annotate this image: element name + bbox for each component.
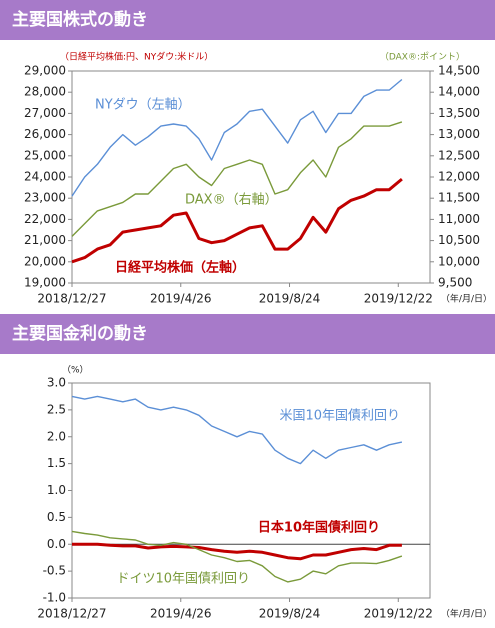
- y2-tick-label: 12,000: [438, 170, 480, 184]
- x-unit: （年/月/日）: [441, 293, 492, 305]
- y2-tick-label: 11,500: [438, 191, 480, 205]
- y-tick-label: 26,000: [24, 127, 66, 141]
- series-label: 日本10年国債利回り: [258, 520, 380, 536]
- series-line: [72, 542, 402, 561]
- series-label: DAX®（右軸）: [185, 193, 278, 208]
- y-tick-label: 20,000: [24, 254, 66, 268]
- y2-tick-label: 14,000: [438, 85, 480, 99]
- y-tick-label: 3.0: [47, 376, 66, 390]
- series-line: [71, 530, 403, 583]
- y-tick-label: 19,000: [24, 276, 66, 290]
- y-tick-label: 28,000: [24, 85, 66, 99]
- y-tick-label: -0.5: [43, 564, 66, 578]
- y2-tick-label: 11,000: [438, 212, 480, 226]
- y-tick-label: 23,000: [24, 191, 66, 205]
- series-label: 日経平均株価（左軸）: [115, 260, 245, 276]
- y2-tick-label: 14,500: [438, 64, 480, 78]
- x-tick-label: 2018/12/27: [37, 607, 106, 621]
- y-tick-label: 2.5: [47, 402, 66, 416]
- y-tick-label: 2.0: [47, 429, 66, 443]
- series-label: 米国10年国債利回り: [279, 409, 400, 424]
- series-line: [71, 78, 403, 197]
- chart-title: 主要国株式の動き: [12, 9, 148, 30]
- y-tick-label: 27,000: [24, 106, 66, 120]
- y-tick-label: 21,000: [24, 233, 66, 247]
- x-tick-label: 2019/8/24: [259, 607, 321, 621]
- x-tick-label: 2019/12/22: [364, 292, 433, 306]
- series-line: [71, 395, 403, 465]
- series-label: ドイツ10年国債利回り: [116, 572, 250, 587]
- y-tick-label: 0.0: [47, 537, 66, 551]
- y2-tick-label: 13,000: [438, 127, 480, 141]
- y-unit: （%）: [62, 365, 89, 376]
- y-tick-label: 1.5: [47, 456, 66, 470]
- header-bar: [0, 0, 495, 40]
- y-unit: （日経平均株価:円、NYダウ:米ドル）: [60, 51, 213, 63]
- y2-tick-label: 10,500: [438, 233, 480, 247]
- header-bar: [0, 314, 495, 354]
- y2-tick-label: 10,000: [438, 254, 480, 268]
- series-label: NYダウ（左軸）: [95, 98, 191, 113]
- x-tick-label: 2019/12/22: [364, 607, 433, 621]
- y-tick-label: -1.0: [43, 591, 66, 605]
- x-unit: （年/月/日）: [441, 608, 492, 620]
- x-tick-label: 2019/4/26: [150, 607, 212, 621]
- x-tick-label: 2019/8/24: [259, 292, 321, 306]
- x-tick-label: 2018/12/27: [37, 292, 106, 306]
- y-tick-label: 1.0: [47, 483, 66, 497]
- y-tick-label: 22,000: [24, 212, 66, 226]
- y2-tick-label: 12,500: [438, 148, 480, 162]
- y2-tick-label: 13,500: [438, 106, 480, 120]
- series-line: [71, 121, 403, 237]
- y-tick-label: 29,000: [24, 64, 66, 78]
- y-tick-label: 24,000: [24, 170, 66, 184]
- series-line: [71, 177, 403, 264]
- chart-title: 主要国金利の動き: [12, 323, 148, 344]
- y2-tick-label: 9,500: [438, 276, 472, 290]
- y-tick-label: 25,000: [24, 148, 66, 162]
- y-tick-label: 0.5: [47, 510, 66, 524]
- y2-unit: （DAX®:ポイント）: [380, 52, 465, 63]
- x-tick-label: 2019/4/26: [150, 292, 212, 306]
